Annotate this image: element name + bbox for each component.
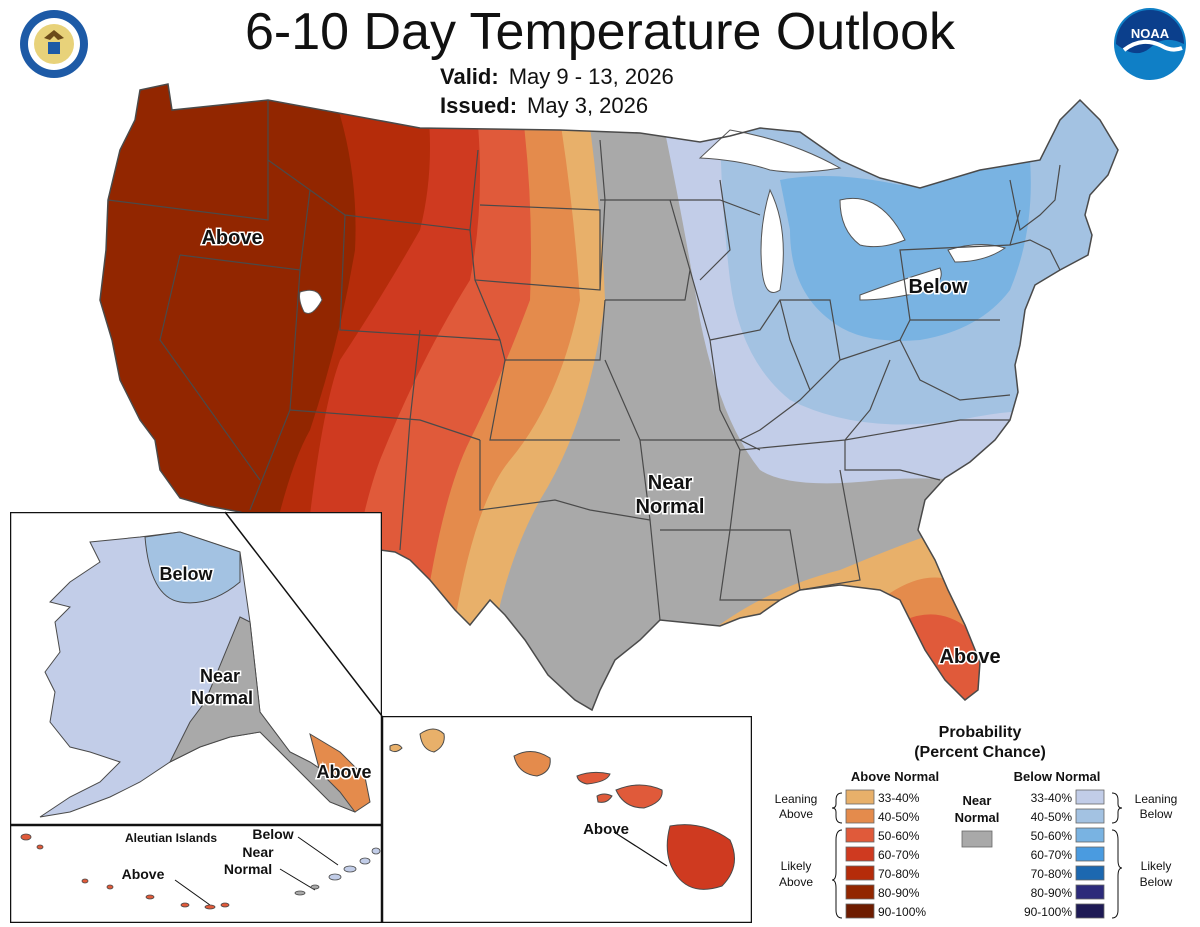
alaska-near-label: Near bbox=[200, 666, 240, 686]
legend-above-bin-label-3: 60-70% bbox=[878, 848, 920, 862]
legend-below-header: Below Normal bbox=[1014, 769, 1101, 784]
legend-above-bin-swatch-1 bbox=[845, 808, 875, 824]
legend-below-bins: 33-40% 40-50% 50-60% 60-70% 70-80% 80-90% 90-1… bbox=[1024, 789, 1105, 919]
leaning-above-brace bbox=[831, 792, 843, 824]
aleutian-below-label: Below bbox=[252, 826, 293, 842]
legend-near-line1: Near bbox=[963, 793, 992, 808]
likely-below-line2: Below bbox=[1140, 875, 1173, 889]
commerce-seal-icon bbox=[20, 10, 88, 78]
leaning-below-line2: Below bbox=[1140, 807, 1173, 821]
legend-below-bin-label-3: 60-70% bbox=[1031, 848, 1073, 862]
likely-below-brace bbox=[1111, 829, 1123, 919]
aleutian-islands-east bbox=[328, 847, 381, 881]
legend-above-bin-swatch-4 bbox=[845, 865, 875, 881]
issued-label: Issued: bbox=[440, 93, 518, 118]
hawaii-above-label: Above bbox=[583, 821, 629, 838]
legend-above-bin-swatch-6 bbox=[845, 903, 875, 919]
leaning-below-brace bbox=[1111, 792, 1123, 824]
legend-below-bin-swatch-3 bbox=[1075, 846, 1105, 862]
hawaii-inset: Above bbox=[382, 716, 752, 923]
west-above-label: Above bbox=[201, 227, 262, 249]
legend-below-bin-label-1: 40-50% bbox=[1031, 810, 1073, 824]
legend-below-bin-label-0: 33-40% bbox=[1031, 791, 1073, 805]
likely-above-line2: Above bbox=[779, 875, 813, 889]
legend-below-bin-swatch-5 bbox=[1075, 884, 1105, 900]
aleutian-normal-label: Normal bbox=[224, 861, 272, 877]
legend-below-bin-swatch-6 bbox=[1075, 903, 1105, 919]
legend-above-bin-label-5: 80-90% bbox=[878, 886, 920, 900]
legend-below-bin-label-4: 70-80% bbox=[1031, 867, 1073, 881]
florida-above-label: Above bbox=[939, 646, 1000, 668]
page-title: 6-10 Day Temperature Outlook bbox=[244, 3, 956, 61]
alaska-below-label: Below bbox=[159, 564, 213, 584]
east-below-label: Below bbox=[909, 276, 968, 298]
legend-below-bin-swatch-0 bbox=[1075, 789, 1105, 805]
aleutian-islands-central bbox=[294, 884, 320, 896]
legend-title-line2: (Percent Chance) bbox=[914, 744, 1046, 761]
legend-above-bins: 33-40% 40-50% 50-60% 60-70% 70-80% 80-90% 90-1… bbox=[845, 789, 926, 919]
likely-below-line1: Likely bbox=[1141, 859, 1172, 873]
legend-above-header: Above Normal bbox=[851, 769, 939, 784]
aleutian-islands-west bbox=[20, 833, 230, 910]
legend-near-swatch bbox=[961, 830, 993, 848]
alaska-normal-label: Normal bbox=[191, 688, 253, 708]
legend-below-bin-swatch-4 bbox=[1075, 865, 1105, 881]
noaa-text: NOAA bbox=[1131, 26, 1170, 41]
leaning-above-line2: Above bbox=[779, 807, 813, 821]
legend-below-bin-label-5: 80-90% bbox=[1031, 886, 1073, 900]
valid-label: Valid: bbox=[440, 64, 499, 89]
legend-above-bin-label-1: 40-50% bbox=[878, 810, 920, 824]
legend-below-bin-label-2: 50-60% bbox=[1031, 829, 1073, 843]
legend-title-line1: Probability bbox=[938, 724, 1022, 741]
likely-above-brace bbox=[831, 829, 843, 919]
valid-value: May 9 - 13, 2026 bbox=[508, 64, 674, 89]
legend-below-bin-swatch-1 bbox=[1075, 808, 1105, 824]
issued-value: May 3, 2026 bbox=[527, 93, 649, 118]
legend-near-line2: Normal bbox=[955, 810, 1000, 825]
legend-above-bin-label-0: 33-40% bbox=[878, 791, 920, 805]
great-lakes bbox=[299, 129, 1007, 314]
aleutian-title: Aleutian Islands bbox=[125, 831, 217, 845]
aleutian-inset: Aleutian Islands Below Near Normal Above bbox=[10, 825, 382, 923]
legend-above-bin-label-4: 70-80% bbox=[878, 867, 920, 881]
legend-above-bin-swatch-0 bbox=[845, 789, 875, 805]
central-near-label: Near bbox=[648, 472, 693, 494]
likely-above-line1: Likely bbox=[781, 859, 812, 873]
issued-date: Issued: May 3, 2026 bbox=[440, 93, 648, 119]
legend-above-bin-label-2: 50-60% bbox=[878, 829, 920, 843]
legend-below-bin-label-6: 90-100% bbox=[1024, 905, 1072, 919]
legend-above-bin-swatch-3 bbox=[845, 846, 875, 862]
alaska-inset: Below Near Normal Above bbox=[10, 512, 382, 825]
central-normal-label: Normal bbox=[636, 496, 705, 518]
legend-above-bin-swatch-5 bbox=[845, 884, 875, 900]
leaning-above-line1: Leaning bbox=[775, 792, 818, 806]
leaning-below-line1: Leaning bbox=[1135, 792, 1178, 806]
valid-dates: Valid: May 9 - 13, 2026 bbox=[440, 64, 674, 90]
alaska-above-label: Above bbox=[316, 762, 371, 782]
noaa-logo-icon: NOAA bbox=[1114, 8, 1186, 80]
legend-above-bin-label-6: 90-100% bbox=[878, 905, 926, 919]
probability-legend: Above Normal Below Normal Near Normal 33… bbox=[775, 769, 1178, 919]
aleutian-above-label: Above bbox=[122, 866, 165, 882]
legend-above-bin-swatch-2 bbox=[845, 827, 875, 843]
legend-below-bin-swatch-2 bbox=[1075, 827, 1105, 843]
aleutian-near-label: Near bbox=[242, 844, 274, 860]
